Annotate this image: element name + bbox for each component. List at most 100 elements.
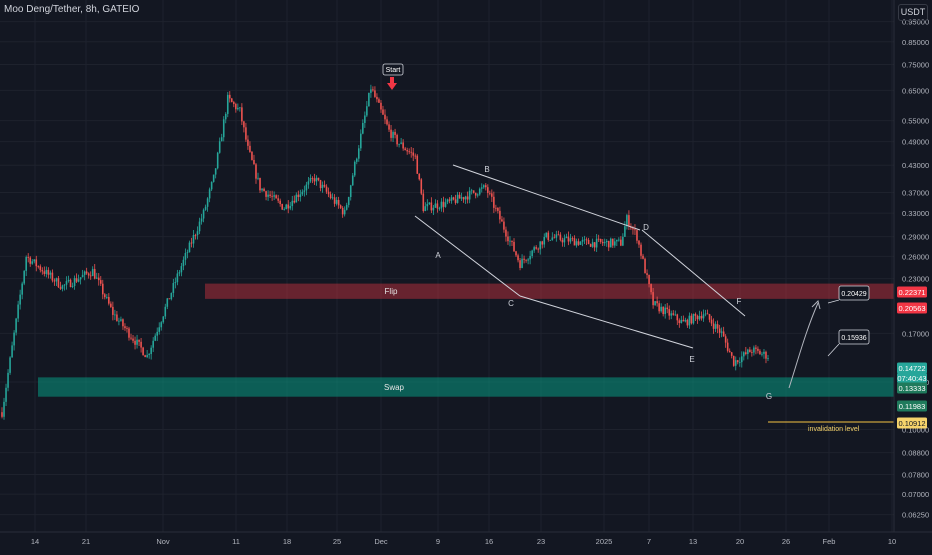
candle-body xyxy=(565,236,568,239)
candle-body xyxy=(142,347,144,356)
candle-body xyxy=(660,306,662,312)
y-tick-14: 0.10000 xyxy=(902,425,929,434)
candle-body xyxy=(720,331,723,333)
candle-body xyxy=(255,164,257,179)
candle-body xyxy=(672,313,675,315)
candle-body xyxy=(349,185,352,198)
candle-body xyxy=(722,331,725,337)
candle-body xyxy=(698,315,701,320)
candle-body xyxy=(438,208,441,210)
wave-line-3[interactable] xyxy=(519,295,694,349)
candle-body xyxy=(386,119,388,125)
price-tag-5 xyxy=(897,400,927,412)
candle-body xyxy=(487,187,489,193)
candle-body xyxy=(605,240,608,243)
candle-body xyxy=(372,89,374,91)
candle-body xyxy=(745,352,747,354)
candle-body xyxy=(684,319,687,322)
candle-body xyxy=(607,240,610,248)
candle-body xyxy=(362,122,364,134)
candle-body xyxy=(634,229,636,231)
time-axis[interactable] xyxy=(0,532,932,550)
y-tick-8: 0.33000 xyxy=(902,209,929,218)
candle-body xyxy=(392,131,394,138)
zone-flip[interactable] xyxy=(205,283,894,299)
candle-body xyxy=(77,279,80,282)
candle-body xyxy=(335,199,338,204)
candle-body xyxy=(426,204,429,207)
drawings: invalidation level xyxy=(414,164,894,433)
candle-body xyxy=(168,298,171,300)
candle-body xyxy=(652,292,654,306)
x-tick-16: 10 xyxy=(888,537,896,546)
wave-line-0[interactable] xyxy=(452,164,641,231)
candle-body xyxy=(277,198,279,201)
candle-body xyxy=(283,209,286,210)
candle-body xyxy=(188,242,191,253)
candle-body xyxy=(468,190,471,200)
y-tick-6: 0.43000 xyxy=(902,161,929,170)
candle-body xyxy=(9,357,11,373)
candle-body xyxy=(557,234,560,236)
candle-body xyxy=(440,201,443,209)
candle-body xyxy=(291,200,294,207)
x-tick-13: 20 xyxy=(736,537,744,546)
candle-body xyxy=(351,175,354,186)
candle-body xyxy=(640,244,642,256)
currency-button[interactable]: USDT xyxy=(898,4,928,21)
candle-body xyxy=(253,159,255,165)
candle-body xyxy=(112,306,114,315)
candle-body xyxy=(579,241,582,245)
candle-body xyxy=(224,113,227,120)
candle-body xyxy=(243,121,245,128)
candle-body xyxy=(239,107,241,109)
candle-body xyxy=(547,232,550,240)
y-tick-9: 0.29000 xyxy=(902,233,929,242)
y-tick-18: 0.06250 xyxy=(902,511,929,520)
wave-label-b: B xyxy=(484,165,489,174)
forecast-arrow[interactable] xyxy=(788,302,819,389)
candle-body xyxy=(491,193,493,197)
candle-body xyxy=(132,338,134,341)
price-tag-text-6: 0.10912 xyxy=(898,419,925,428)
candle-body xyxy=(89,275,92,277)
candle-body xyxy=(519,260,521,268)
candle-body xyxy=(724,336,727,343)
candle-body xyxy=(218,141,221,153)
zone-swap[interactable] xyxy=(38,377,894,397)
candle-body xyxy=(480,187,483,189)
candle-body xyxy=(484,185,487,188)
wave-line-2[interactable] xyxy=(641,229,746,317)
candle-body xyxy=(692,314,695,324)
candle-body xyxy=(353,161,356,176)
candle-body xyxy=(597,238,600,240)
candle-body xyxy=(420,179,423,194)
candle-body xyxy=(408,151,410,153)
candle-body xyxy=(505,229,507,237)
y-tick-2: 0.75000 xyxy=(902,60,929,69)
candle-body xyxy=(136,339,138,345)
candle-body xyxy=(347,197,350,205)
candle-body xyxy=(593,242,596,248)
price-axis[interactable] xyxy=(894,0,932,550)
candle-body xyxy=(17,304,19,319)
candle-body xyxy=(589,244,592,247)
candle-body xyxy=(93,268,96,279)
candle-body xyxy=(527,259,529,261)
candle-body xyxy=(245,127,247,140)
candle-body xyxy=(15,318,17,333)
candle-body xyxy=(51,272,54,281)
candle-body xyxy=(747,349,749,354)
candle-body xyxy=(714,324,717,329)
candle-body xyxy=(214,168,217,175)
candle-body xyxy=(287,204,290,209)
candle-body xyxy=(380,102,382,110)
candle-body xyxy=(535,247,537,249)
chart-title: Moo Deng/Tether, 8h, GATEIO xyxy=(4,4,140,15)
candle-body xyxy=(321,184,324,189)
candle-body xyxy=(319,180,322,189)
candle-body xyxy=(658,303,660,312)
wave-line-1[interactable] xyxy=(414,215,521,297)
x-tick-0: 14 xyxy=(31,537,39,546)
